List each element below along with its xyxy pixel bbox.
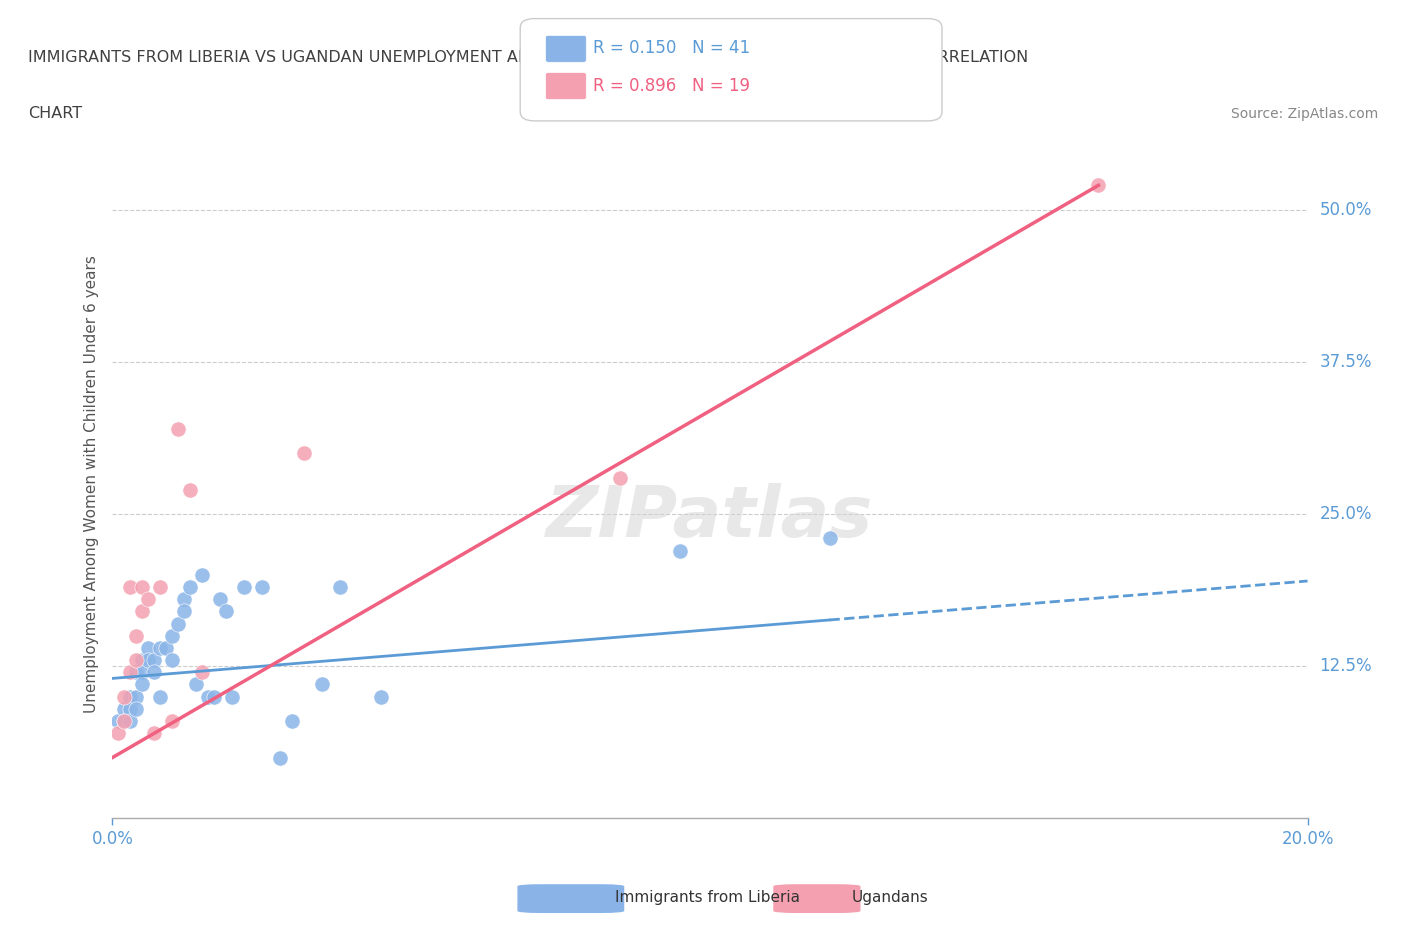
Text: R = 0.896   N = 19: R = 0.896 N = 19	[593, 76, 751, 95]
Point	[131, 579, 153, 594]
Point	[370, 689, 392, 704]
Point	[125, 665, 148, 680]
Point	[131, 604, 153, 618]
Point	[173, 591, 195, 606]
Point	[143, 725, 166, 740]
Point	[149, 579, 172, 594]
Point	[125, 629, 148, 644]
Text: 50.0%: 50.0%	[1320, 201, 1372, 219]
Point	[131, 665, 153, 680]
Point	[138, 653, 160, 668]
Point	[149, 689, 172, 704]
Point	[120, 701, 142, 716]
Point	[818, 531, 841, 546]
Point	[125, 653, 148, 668]
FancyBboxPatch shape	[773, 884, 860, 913]
Text: Ugandans: Ugandans	[851, 890, 928, 905]
Point	[131, 653, 153, 668]
Text: Immigrants from Liberia: Immigrants from Liberia	[616, 890, 800, 905]
Point	[114, 713, 135, 728]
Point	[125, 689, 148, 704]
Text: 25.0%: 25.0%	[1320, 505, 1372, 523]
Point	[669, 543, 692, 558]
Point	[609, 470, 631, 485]
Point	[1087, 178, 1109, 193]
Point	[311, 677, 333, 692]
Point	[221, 689, 243, 704]
Text: R = 0.150   N = 41: R = 0.150 N = 41	[593, 39, 751, 58]
Point	[167, 421, 190, 436]
Point	[120, 579, 142, 594]
Point	[328, 579, 352, 594]
Point	[232, 579, 256, 594]
Text: IMMIGRANTS FROM LIBERIA VS UGANDAN UNEMPLOYMENT AMONG WOMEN WITH CHILDREN UNDER : IMMIGRANTS FROM LIBERIA VS UGANDAN UNEMP…	[28, 50, 1028, 65]
Point	[155, 641, 177, 656]
Point	[162, 629, 183, 644]
Point	[179, 483, 201, 498]
Point	[125, 701, 148, 716]
Point	[107, 725, 129, 740]
Point	[186, 677, 208, 692]
Text: CHART: CHART	[28, 106, 82, 121]
Point	[162, 713, 183, 728]
Point	[131, 677, 153, 692]
Point	[191, 665, 214, 680]
Point	[197, 689, 219, 704]
Point	[138, 591, 160, 606]
Point	[114, 701, 135, 716]
Point	[179, 579, 201, 594]
Point	[162, 653, 183, 668]
Point	[191, 567, 214, 582]
Point	[114, 689, 135, 704]
Point	[215, 604, 238, 618]
Point	[250, 579, 273, 594]
Point	[120, 713, 142, 728]
Point	[114, 713, 135, 728]
Point	[292, 445, 315, 460]
Y-axis label: Unemployment Among Women with Children Under 6 years: Unemployment Among Women with Children U…	[83, 255, 98, 712]
Point	[167, 617, 190, 631]
Point	[173, 604, 195, 618]
Point	[269, 751, 291, 765]
Point	[149, 641, 172, 656]
Point	[138, 641, 160, 656]
Text: 37.5%: 37.5%	[1320, 352, 1372, 371]
FancyBboxPatch shape	[517, 884, 624, 913]
Point	[202, 689, 225, 704]
Point	[281, 713, 304, 728]
Text: 12.5%: 12.5%	[1320, 658, 1372, 675]
Point	[208, 591, 231, 606]
Point	[143, 653, 166, 668]
Point	[107, 713, 129, 728]
Point	[120, 689, 142, 704]
Point	[143, 665, 166, 680]
Text: Source: ZipAtlas.com: Source: ZipAtlas.com	[1230, 107, 1378, 121]
Point	[120, 665, 142, 680]
Text: ZIPatlas: ZIPatlas	[547, 483, 873, 551]
